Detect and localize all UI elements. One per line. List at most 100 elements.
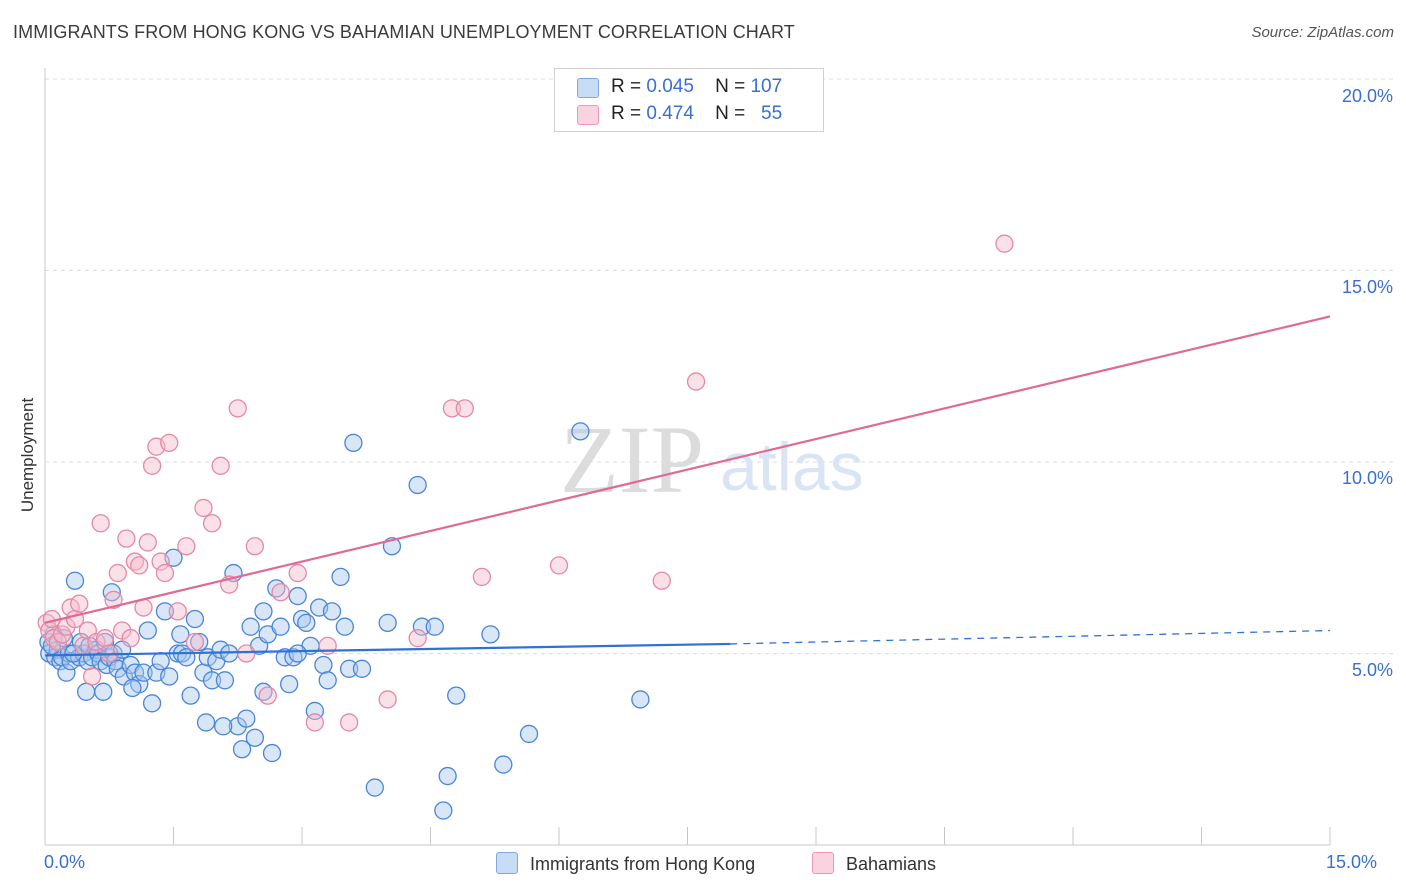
data-point (412, 617, 432, 636)
data-point (142, 456, 162, 475)
data-point (142, 694, 162, 713)
data-point (151, 652, 170, 671)
gridlines (45, 78, 1395, 654)
data-point (196, 713, 216, 732)
data-point (254, 602, 273, 621)
y-tick-label: 10.0% (1341, 468, 1393, 488)
legend-swatch-blue (496, 852, 518, 874)
series-bahamians (37, 234, 1014, 732)
data-point (652, 571, 671, 590)
series-immigrants-hong-kong (39, 422, 650, 820)
data-point (160, 433, 179, 453)
data-point (155, 563, 175, 583)
legend-swatch-pink (577, 105, 599, 125)
legend-r-value: 0.045 (646, 76, 694, 97)
chart-title: IMMIGRANTS FROM HONG KONG VS BAHAMIAN UN… (13, 22, 795, 42)
data-point (104, 590, 123, 610)
legend-item-bahamians: Bahamians (812, 852, 936, 875)
data-point (102, 583, 121, 602)
data-point (177, 537, 196, 556)
y-tick-label: 20.0% (1341, 86, 1393, 106)
trend-line-immigrants-extension (730, 629, 1331, 645)
data-point (288, 563, 307, 583)
data-point (271, 583, 290, 602)
data-point (352, 659, 372, 678)
legend-n-label: N = (715, 103, 746, 124)
data-point (215, 671, 235, 690)
data-point (245, 728, 265, 747)
data-point (94, 682, 113, 701)
axes (44, 68, 1331, 846)
data-point (258, 686, 277, 705)
watermark-zip: ZIP (560, 406, 704, 513)
legend-r-value: 0.474 (646, 103, 694, 124)
data-point (121, 629, 140, 648)
data-point (211, 640, 230, 659)
data-point (70, 594, 89, 613)
data-point (168, 602, 187, 621)
legend-n-value: 107 (750, 76, 783, 97)
legend-item-immigrants: Immigrants from Hong Kong (496, 852, 755, 875)
data-point (288, 586, 307, 606)
data-point (339, 713, 359, 732)
data-point (314, 655, 333, 675)
data-point (481, 625, 500, 644)
data-point (331, 567, 350, 587)
data-point (181, 686, 200, 705)
data-point (151, 552, 170, 571)
data-point (117, 529, 136, 548)
data-point (214, 717, 233, 736)
data-point (425, 617, 444, 636)
data-point (87, 632, 106, 652)
data-point (138, 533, 157, 552)
trend-line-bahamians (44, 315, 1331, 624)
x-tick-label-max: 15.0% (1326, 852, 1378, 872)
watermark: ZIP atlas (560, 406, 864, 513)
data-point (344, 433, 363, 453)
legend-r-label: R = (611, 76, 642, 97)
data-point (91, 514, 110, 533)
data-point (271, 617, 290, 636)
data-point (322, 602, 342, 621)
data-point (185, 609, 205, 629)
legend-swatch-pink (812, 852, 834, 874)
data-point (519, 724, 539, 744)
data-point (442, 399, 462, 418)
data-point (279, 674, 299, 694)
y-axis-label: Unemployment (18, 397, 37, 513)
data-point (408, 475, 427, 495)
data-point (228, 399, 247, 418)
data-point (447, 686, 466, 705)
data-point (211, 456, 230, 475)
trend-lines (44, 315, 1331, 657)
data-point (134, 663, 153, 682)
data-point (434, 801, 453, 820)
data-point (185, 632, 205, 652)
data-point (288, 644, 307, 663)
legend-label: Bahamians (846, 854, 937, 874)
data-point (108, 563, 127, 583)
data-point (202, 671, 222, 690)
data-point (455, 399, 474, 418)
data-point (160, 667, 179, 686)
data-point (262, 743, 282, 763)
legend-swatch-blue (577, 78, 599, 98)
data-point (472, 567, 492, 587)
data-point (631, 690, 650, 709)
correlation-legend: R = 0.045 N = 107 R = 0.474 N = 55 (554, 68, 824, 132)
data-point (408, 629, 427, 648)
legend-label: Immigrants from Hong Kong (530, 854, 756, 874)
legend-n-label: N = (715, 76, 746, 97)
data-point (245, 537, 265, 556)
data-point (82, 667, 102, 686)
legend-n-value: 55 (761, 103, 783, 124)
data-point (438, 766, 457, 786)
data-point (123, 678, 142, 698)
data-point (194, 498, 213, 518)
data-point (65, 571, 85, 590)
data-point (378, 613, 397, 633)
data-point (237, 709, 256, 728)
data-point (318, 671, 337, 690)
data-point (339, 659, 359, 678)
